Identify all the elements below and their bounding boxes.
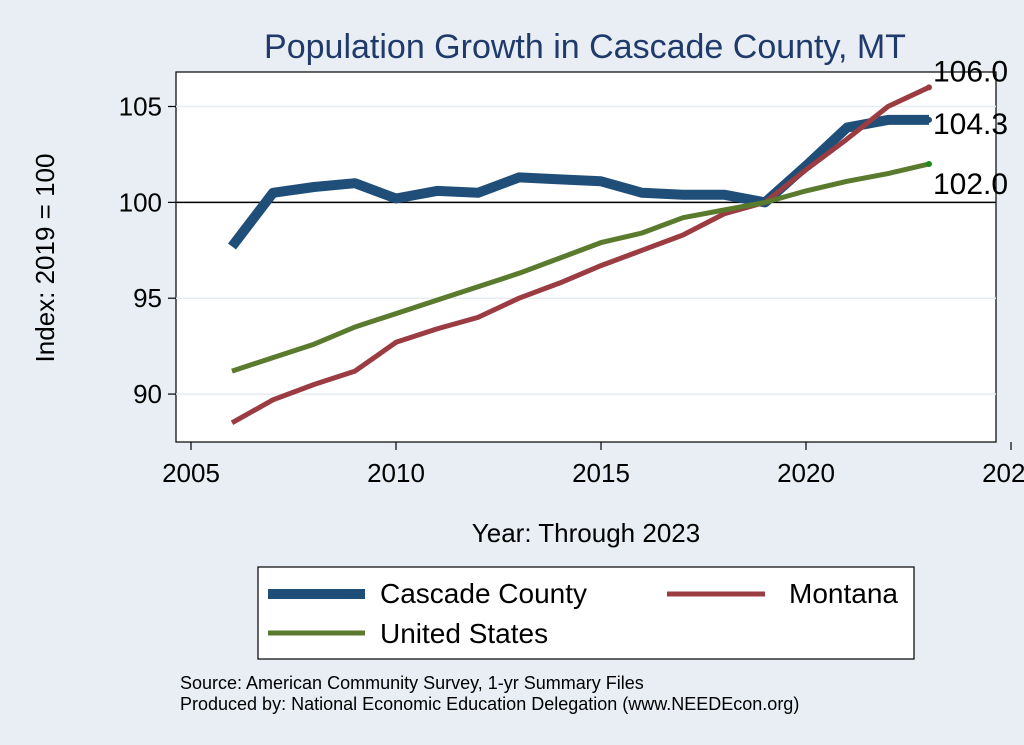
legend: Cascade County Montana United States [257, 566, 915, 660]
series-line-montana [230, 85, 931, 425]
legend-label: Montana [789, 578, 898, 609]
series-end-marker [926, 161, 932, 168]
series-end-marker [926, 84, 932, 91]
legend-label: Cascade County [380, 578, 587, 609]
source-line-1: Source: American Community Survey, 1-yr … [180, 673, 644, 693]
series-end-marker [926, 116, 932, 123]
y-axis-title: Index: 2019 = 100 [30, 154, 60, 363]
y-tick-label: 95 [133, 283, 162, 313]
x-tick-label: 2020 [777, 458, 835, 488]
series-layer [228, 84, 932, 425]
end-labels: 104.3 106.0 102.0 [933, 55, 1008, 201]
y-tick-label: 90 [133, 379, 162, 409]
x-tick-label: 2005 [162, 458, 220, 488]
x-tick-label: 2010 [367, 458, 425, 488]
plot-area [175, 71, 997, 443]
end-label: 104.3 [933, 108, 1008, 141]
series-line-cascade-county [228, 114, 929, 250]
y-tick-label: 105 [119, 92, 162, 122]
source-line-2: Produced by: National Economic Education… [180, 694, 799, 714]
axes: 90 95 100 105 2005 2010 2015 2020 2025 [119, 92, 1024, 488]
end-label: 106.0 [933, 55, 1008, 88]
chart-title: Population Growth in Cascade County, MT [264, 28, 906, 66]
x-axis-title: Year: Through 2023 [472, 518, 700, 548]
y-tick-label: 100 [119, 187, 162, 217]
x-tick-label: 2025 [982, 458, 1024, 488]
legend-box [257, 566, 915, 660]
series-line-united-states [231, 161, 930, 374]
end-label: 102.0 [933, 168, 1008, 201]
legend-label: United States [380, 618, 548, 649]
x-tick-label: 2015 [572, 458, 630, 488]
